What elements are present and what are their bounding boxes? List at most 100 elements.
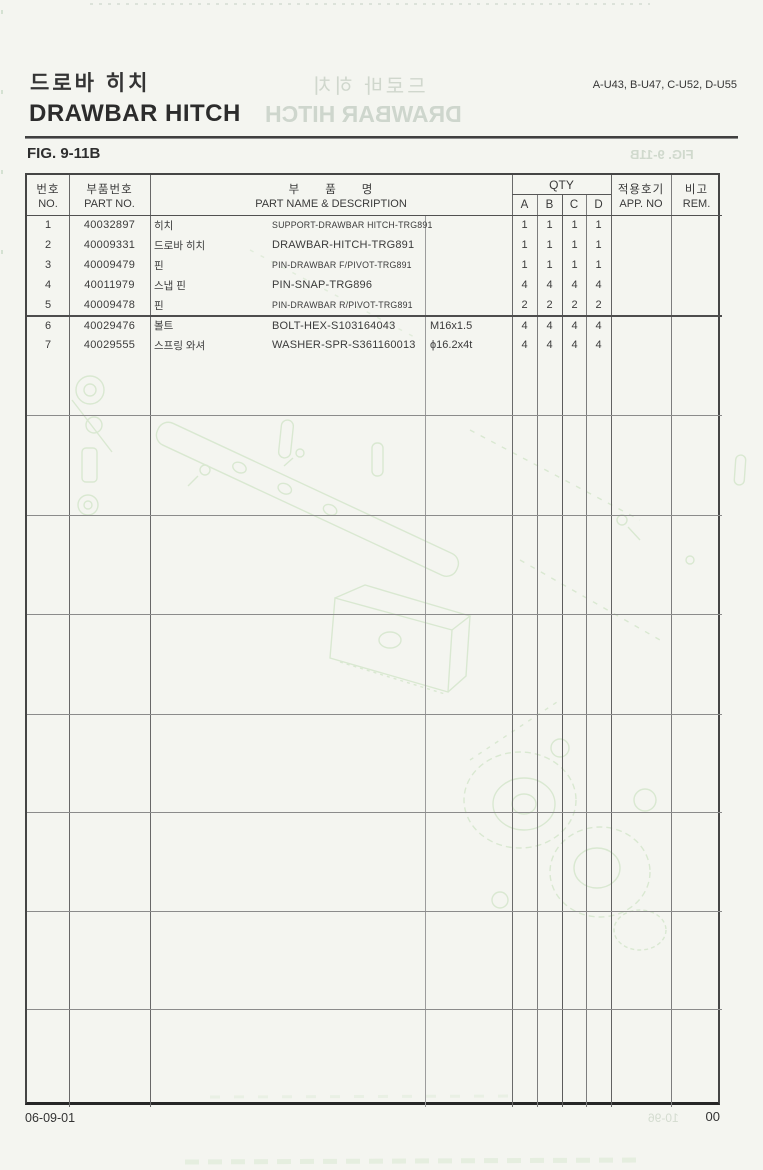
header-qty: QTY <box>512 175 611 194</box>
cell-name-korean: 볼트 <box>154 320 174 333</box>
scan-noise-left <box>1 10 3 310</box>
cell-qty-c: 4 <box>571 279 578 291</box>
col-line-spec <box>425 215 426 1107</box>
header-qty-b: B <box>545 198 554 211</box>
cell-description: PIN-DRAWBAR R/PIVOT-TRG891 <box>272 300 413 310</box>
header-appno-kr: 적용호기 <box>617 183 665 196</box>
header-no-en: NO. <box>38 197 58 210</box>
parts-table: 번호 NO. 부품번호 PART NO. 부 품 명 PART NAME & D… <box>25 173 722 1107</box>
part-row-6: 6 40029476 볼트 BOLT-HEX-S103164043 M16x1.5 4 4 4… <box>27 316 722 336</box>
section-line <box>27 911 722 912</box>
cell-qty-b: 4 <box>546 279 553 291</box>
cell-part-no: 40009479 <box>83 259 136 271</box>
header-qty-c: C <box>569 198 579 211</box>
cell-qty-a: 4 <box>521 339 528 352</box>
cell-description: PIN-DRAWBAR F/PIVOT-TRG891 <box>272 260 412 270</box>
col-line-qty-bc <box>562 194 563 1107</box>
header-rem: 비고 REM. <box>671 175 722 215</box>
scan-noise-top <box>90 3 650 5</box>
cell-qty-a: 1 <box>521 219 528 231</box>
part-row-1: 1 40032897 히치 SUPPORT-DRAWBAR HITCH-TRG891 1… <box>27 215 722 235</box>
cell-description: SUPPORT-DRAWBAR HITCH-TRG891 <box>272 220 433 230</box>
cell-qty-d: 1 <box>595 239 602 251</box>
cell-qty-b: 1 <box>546 239 553 251</box>
cell-no: 5 <box>44 299 52 311</box>
cell-name-korean: 스냅 핀 <box>154 279 186 292</box>
header-appno-en: APP. NO <box>619 197 663 210</box>
header-partno-en: PART NO. <box>84 197 135 210</box>
col-line-qty-cd <box>586 194 587 1107</box>
section-line <box>27 1009 722 1010</box>
part-row-7: 7 40029555 스프링 와셔 WASHER-SPR-S361160013 ϕ16.… <box>27 336 722 356</box>
footer-page-number: 00 <box>705 1109 720 1124</box>
table-rows: 1 40032897 히치 SUPPORT-DRAWBAR HITCH-TRG891 1… <box>27 175 722 1107</box>
cell-qty-c: 1 <box>571 219 578 231</box>
qty-subheader-line <box>512 194 611 195</box>
header-partname-kr: 부 품 명 <box>288 183 374 196</box>
cell-no: 2 <box>44 239 52 251</box>
header-appno: 적용호기 APP. NO <box>611 175 671 215</box>
col-line-no <box>69 175 70 1107</box>
cell-part-no: 40032897 <box>83 219 136 231</box>
model-codes: A-U43, B-U47, C-U52, D-U55 <box>592 79 737 91</box>
col-line-qty-ab <box>537 194 538 1107</box>
page-title-korean: 드로바 히치 <box>30 72 151 95</box>
cell-qty-b: 1 <box>546 259 553 271</box>
part-row-5: 5 40009478 핀 PIN-DRAWBAR R/PIVOT-TRG891 2 2 2 2 <box>27 295 722 315</box>
cell-qty-d: 4 <box>595 279 602 291</box>
cell-part-no: 40009478 <box>83 299 136 311</box>
section-line <box>27 714 722 715</box>
cell-part-no: 40009331 <box>83 239 136 251</box>
section-line <box>27 812 722 813</box>
cell-qty-d: 2 <box>595 299 602 311</box>
header-no-kr: 번호 <box>36 183 60 196</box>
cell-qty-a: 4 <box>521 319 528 332</box>
header-partno-kr: 부품번호 <box>86 183 133 196</box>
cell-spec: M16x1.5 <box>430 319 473 332</box>
title-rule <box>25 136 738 139</box>
cell-no: 7 <box>44 339 52 352</box>
col-line-appno <box>611 175 612 1107</box>
cell-qty-d: 1 <box>595 259 602 271</box>
cell-qty-c: 1 <box>571 239 578 251</box>
col-line-qty <box>512 175 513 1107</box>
cell-name-korean: 핀 <box>154 299 164 312</box>
cell-description: BOLT-HEX-S103164043 <box>272 319 396 332</box>
header-qty-d: D <box>594 198 603 211</box>
cell-name-korean: 히치 <box>154 219 174 232</box>
header-partno: 부품번호 PART NO. <box>69 175 150 215</box>
cell-qty-c: 4 <box>571 319 578 332</box>
col-line-partno <box>150 175 151 1107</box>
cell-name-korean: 스프링 와셔 <box>154 339 206 352</box>
cell-qty-b: 4 <box>546 339 553 352</box>
cell-part-no: 40029555 <box>83 339 136 352</box>
group-divider <box>27 315 722 317</box>
footer-date: 06-09-01 <box>25 1111 76 1125</box>
cell-no: 3 <box>44 259 52 271</box>
cell-qty-d: 1 <box>595 219 602 231</box>
header-no: 번호 NO. <box>27 175 69 215</box>
cell-qty-a: 4 <box>521 279 528 291</box>
part-row-3: 3 40009479 핀 PIN-DRAWBAR F/PIVOT-TRG891 1 1 1 1 <box>27 255 722 275</box>
header-partname-en: PART NAME & DESCRIPTION <box>255 197 407 210</box>
cell-part-no: 40011979 <box>84 279 135 291</box>
cell-description: PIN-SNAP-TRG896 <box>272 279 373 291</box>
part-row-4: 4 40011979 스냅 핀 PIN-SNAP-TRG896 4 4 4 4 <box>27 275 722 295</box>
header-rem-kr: 비고 <box>684 183 709 196</box>
header-qty-a: A <box>520 198 529 211</box>
cell-name-korean: 드로바 히치 <box>154 239 206 252</box>
section-line <box>27 614 722 615</box>
header-partname: 부 품 명 PART NAME & DESCRIPTION <box>150 175 512 215</box>
section-line <box>27 415 722 416</box>
cell-qty-b: 1 <box>546 219 553 231</box>
cell-qty-d: 4 <box>595 339 602 352</box>
cell-qty-b: 2 <box>546 299 553 311</box>
cell-qty-a: 1 <box>521 239 528 251</box>
cell-description: WASHER-SPR-S361160013 <box>272 339 416 352</box>
cell-no: 4 <box>44 279 52 291</box>
cell-qty-d: 4 <box>595 319 602 332</box>
cell-description: DRAWBAR-HITCH-TRG891 <box>272 239 415 251</box>
cell-part-no: 40029476 <box>83 319 136 332</box>
cell-qty-c: 2 <box>571 299 578 311</box>
